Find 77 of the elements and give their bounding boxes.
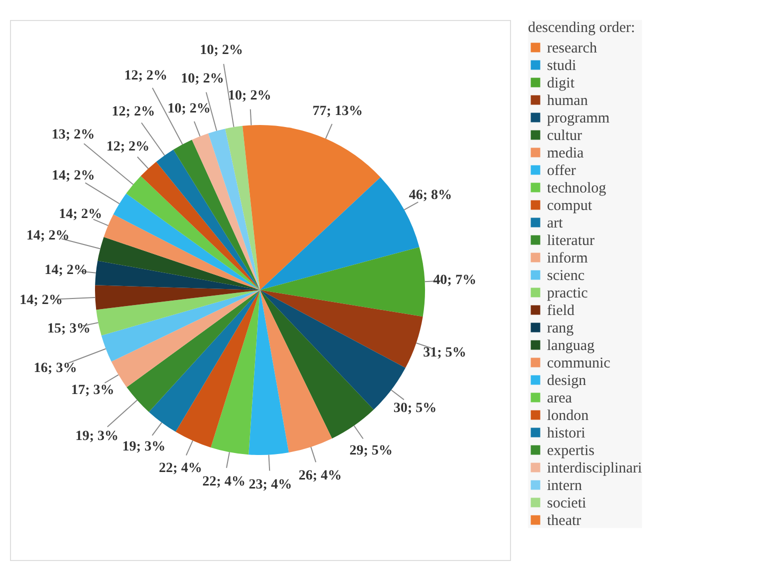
data-label: 46; 8% [408,188,452,204]
data-label: 30; 5% [394,401,437,416]
data-label: 23; 4% [248,478,292,493]
data-label: 40; 7% [433,273,476,288]
pie-slice [248,290,289,455]
pie-slice [210,290,260,455]
legend-title: descending order: [528,20,636,36]
pie-slice [260,290,374,438]
legend-label: histori [547,426,586,442]
legend-label: comput [547,198,593,214]
pie-slice [95,285,260,310]
legend-label: literatur [547,233,594,249]
pie-slice [260,247,425,317]
legend-label: interdisciplinari [547,460,642,476]
legend-label: art [547,216,564,232]
pie-slice [225,126,260,290]
data-label: 17; 3% [71,383,114,398]
data-label: 22; 4% [158,461,202,476]
legend-label: area [547,390,572,406]
legend-label: field [547,303,575,319]
legend-label: inform [547,250,588,266]
data-label: 26; 4% [298,468,342,484]
pie-slice [95,260,260,290]
legend-label: design [547,373,587,389]
legend-label: intern [547,478,582,494]
pie-slice [156,150,260,290]
data-label: 19; 3% [122,440,166,455]
legend-label: languag [547,338,595,354]
legend-label: media [547,146,584,162]
pie-slice [101,290,260,362]
data-label: 12; 2% [106,140,150,155]
data-label: 19; 3% [75,429,119,444]
pie-slice [260,290,332,452]
legend-label: societi [547,496,586,512]
data-label: 10; 2% [168,101,211,116]
data-label: 10; 2% [180,72,224,87]
data-label: 22; 4% [202,474,246,490]
legend-label: practic [547,286,588,302]
legend-label: digit [547,76,576,92]
pie-slice [113,194,260,290]
pie-slice [148,290,260,432]
legend-label: cultur [547,128,582,144]
data-label: 14; 2% [44,262,88,278]
legend-label: communic [547,356,611,372]
data-label: 10; 2% [200,43,243,58]
pie-slice [104,214,260,290]
data-label: 14; 2% [52,168,95,184]
legend-label: expertis [547,443,595,459]
data-label: 14; 2% [26,228,70,244]
legend-label: studi [547,58,576,74]
pie-slice [208,128,260,290]
data-label: 10; 2% [228,88,272,104]
data-label: 12; 2% [112,104,155,120]
data-label: 29; 5% [349,443,393,458]
legend-label: technolog [547,180,607,196]
legend-label: london [547,408,590,424]
pie-slice [126,176,260,290]
legend-label: programm [547,110,610,126]
legend-label: rang [547,320,574,336]
pie-slice [98,237,260,290]
data-label: 16; 3% [34,360,77,376]
pie-slice [96,290,260,336]
pie-slice [260,290,423,368]
data-label: 12; 2% [124,68,168,84]
data-label: 31; 5% [423,346,466,361]
data-label: 13; 2% [52,128,95,143]
pie-slice [192,133,260,290]
data-label: 77; 13% [312,104,363,120]
data-label: 14; 2% [58,206,102,222]
pie-slice [111,290,260,388]
legend-label: scienc [547,268,585,284]
legend-label: offer [547,163,576,179]
legend-label: research [547,40,598,56]
data-label: 14; 2% [20,292,63,308]
legend-label: theatr [547,513,582,529]
data-label: 15; 3% [47,322,90,337]
legend-label: human [547,93,588,109]
